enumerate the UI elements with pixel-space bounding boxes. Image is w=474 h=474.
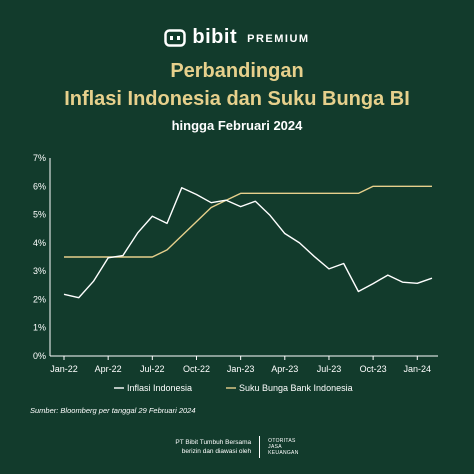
x-tick-label: Jan-22 — [50, 364, 78, 374]
x-tick-label: Oct-22 — [183, 364, 210, 374]
x-tick-label: Jul-22 — [140, 364, 165, 374]
footer-company: PT Bibit Tumbuh Bersama berizin dan diaw… — [175, 438, 251, 456]
series-line-suku-bunga — [64, 185, 432, 258]
y-tick-label: 4% — [33, 238, 46, 248]
footer-line2: berizin dan diawasi oleh — [181, 448, 252, 455]
legend-inflasi-label: Inflasi Indonesia — [127, 383, 192, 393]
x-tick-label: Jul-23 — [317, 364, 342, 374]
source-note: Sumber: Bloomberg per tanggal 29 Februar… — [30, 406, 196, 415]
legend-suku-bunga-label: Suku Bunga Bank Indonesia — [239, 383, 353, 393]
chart-subtitle: hingga Februari 2024 — [171, 118, 303, 133]
bibit-logo-icon — [164, 28, 187, 47]
footer-line1: PT Bibit Tumbuh Bersama — [175, 439, 252, 446]
chart-title-line1: Perbandingan — [170, 60, 304, 82]
ojk-line2: JASA — [268, 444, 282, 450]
y-tick-label: 5% — [33, 210, 46, 220]
y-tick-label: 0% — [33, 351, 46, 361]
x-tick-label: Apr-22 — [95, 364, 122, 374]
brand-name: bibit — [192, 26, 238, 48]
y-tick-label: 6% — [33, 181, 46, 191]
ojk-logo: OTORITAS JASA KEUANGAN — [268, 438, 298, 456]
x-tick-label: Oct-23 — [360, 364, 387, 374]
ojk-line1: OTORITAS — [268, 438, 296, 444]
ojk-line3: KEUANGAN — [268, 450, 299, 456]
y-tick-label: 1% — [33, 323, 46, 333]
series-line-inflasi — [63, 186, 433, 299]
brand-tier: PREMIUM — [247, 32, 310, 45]
brand: bibit PREMIUM — [0, 26, 474, 49]
chart-title-line2: Inflasi Indonesia dan Suku Bunga BI — [64, 88, 410, 110]
x-tick-label: Apr-23 — [271, 364, 298, 374]
y-tick-label: 2% — [33, 294, 46, 304]
x-tick-label: Jan-23 — [227, 364, 255, 374]
footer-divider — [259, 436, 261, 458]
footer: PT Bibit Tumbuh Bersama berizin dan diaw… — [0, 436, 474, 458]
y-tick-label: 7% — [33, 153, 46, 163]
x-tick-label: Jan-24 — [404, 364, 432, 374]
y-tick-label: 3% — [33, 266, 46, 276]
